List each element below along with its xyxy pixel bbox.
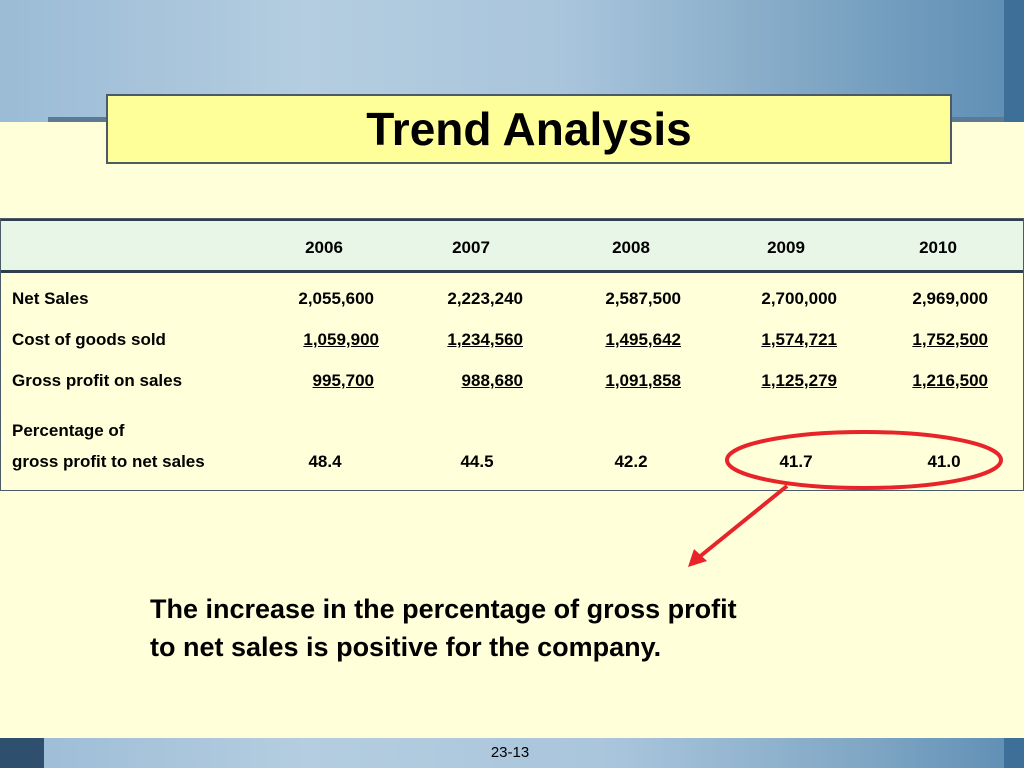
year-header: 2010 [919, 238, 957, 257]
year-header: 2007 [452, 238, 490, 257]
row-label-gross-profit: Gross profit on sales [12, 371, 183, 390]
arrow-line [696, 484, 789, 560]
table-cell: 988,680 [461, 371, 523, 390]
table-cell: 2,055,600 [298, 289, 374, 308]
table-cell: 995,700 [312, 371, 374, 390]
table-cell: 1,495,642 [605, 330, 681, 349]
footer-edge-left [0, 738, 44, 768]
table-cell: 1,059,900 [303, 330, 379, 349]
note-line-2: to net sales is positive for the company… [150, 632, 662, 662]
table-cell: 2,969,000 [912, 289, 988, 308]
footer-edge-right [1004, 738, 1024, 768]
year-header: 2009 [767, 238, 805, 257]
slide-title: Trend Analysis [366, 103, 692, 155]
table-cell: 2,223,240 [447, 289, 523, 308]
note-line-1: The increase in the percentage of gross … [150, 594, 737, 624]
annotation-note: The increase in the percentage of gross … [150, 590, 910, 666]
table-cell: 1,091,858 [605, 371, 681, 390]
arrow-head [688, 549, 707, 567]
row-label-net-sales: Net Sales [12, 289, 89, 308]
percentage-cell: 42.2 [614, 452, 648, 471]
table-cell: 1,752,500 [912, 330, 988, 349]
table-cell: 1,574,721 [761, 330, 837, 349]
percentage-cell: 48.4 [308, 452, 342, 471]
table-cell: 1,216,500 [912, 371, 988, 390]
percentage-cell: 41.0 [927, 452, 961, 471]
table-cell: 1,234,560 [447, 330, 523, 349]
row-label-cost-of-goods-sold: Cost of goods sold [12, 330, 166, 349]
row-label-percentage-line1: Percentage of [12, 421, 125, 440]
table-cell: 2,587,500 [605, 289, 681, 308]
year-header: 2008 [612, 238, 650, 257]
row-label-percentage-line2: gross profit to net sales [12, 452, 205, 471]
year-header: 2006 [305, 238, 343, 257]
table-cell: 2,700,000 [761, 289, 837, 308]
footer-bar [0, 738, 1024, 768]
table-cell: 1,125,279 [761, 371, 837, 390]
percentage-cell: 44.5 [460, 452, 494, 471]
percentage-cell: 41.7 [779, 452, 813, 471]
page-number: 23-13 [490, 744, 530, 761]
title-box: Trend Analysis [106, 94, 952, 164]
trend-table: 2006 2007 2008 2009 2010 Net Sales 2,055… [0, 218, 1024, 491]
top-banner-edge [1004, 0, 1024, 122]
table-header-row: 2006 2007 2008 2009 2010 [1, 219, 1023, 273]
